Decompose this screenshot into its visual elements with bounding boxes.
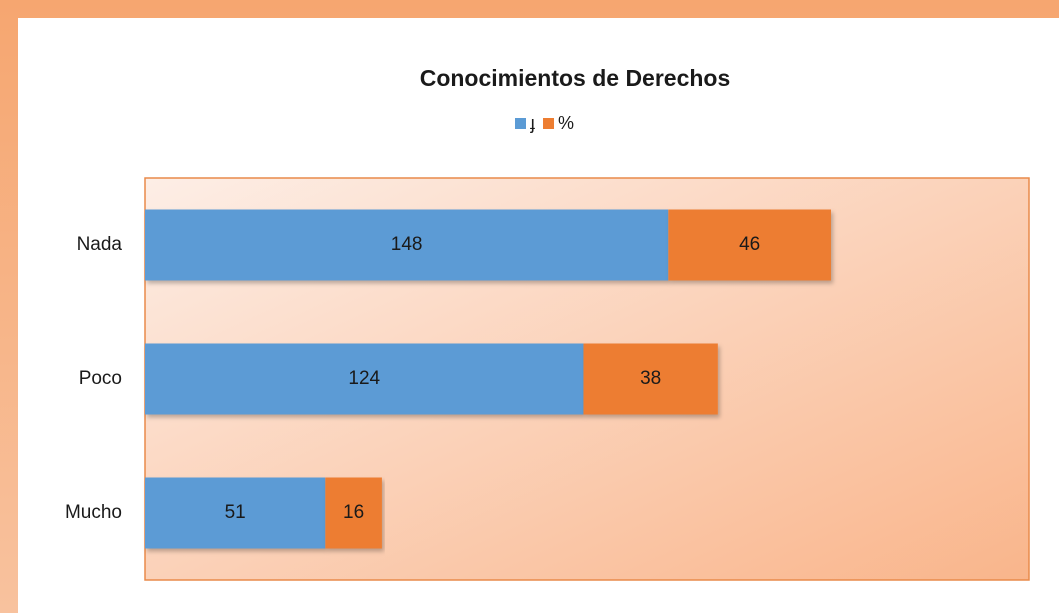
legend-label: % — [558, 113, 574, 133]
bar-segment — [145, 343, 584, 415]
legend-label: ɟ — [530, 113, 535, 133]
bar-segment — [668, 209, 831, 281]
bar-segment — [325, 477, 382, 549]
y-tick-label: Nada — [77, 234, 123, 255]
data-label: 148 — [391, 234, 423, 255]
data-label: 51 — [225, 502, 246, 523]
legend: ɟ% — [515, 113, 574, 133]
data-label: 124 — [348, 368, 380, 389]
y-tick-label: Poco — [79, 368, 122, 389]
legend-swatch — [543, 118, 555, 129]
legend-swatch — [515, 118, 526, 129]
data-label: 46 — [739, 234, 760, 255]
bar-segment — [145, 477, 326, 549]
bar-segment — [145, 209, 669, 281]
data-label: 16 — [343, 502, 364, 523]
chart-title: Conocimientos de Derechos — [420, 65, 731, 91]
data-label: 38 — [640, 368, 661, 389]
bar-segment — [583, 343, 718, 415]
y-tick-label: Mucho — [65, 502, 122, 523]
